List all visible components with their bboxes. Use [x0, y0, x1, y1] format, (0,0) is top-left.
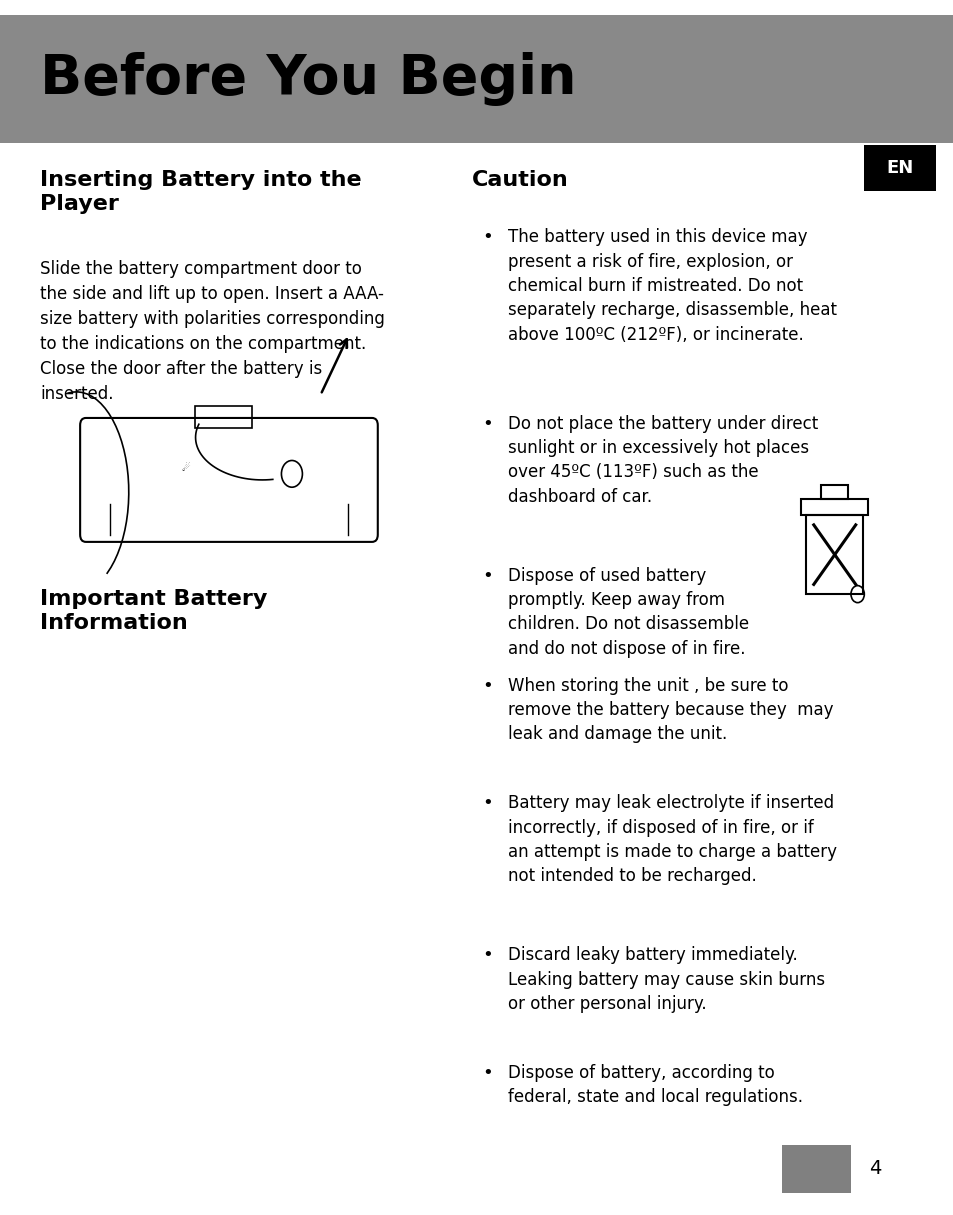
Bar	[821, 485, 847, 499]
Text: Dispose of battery, according to
federal, state and local regulations.: Dispose of battery, according to federal…	[508, 1064, 802, 1107]
Text: 4: 4	[868, 1159, 880, 1179]
Text: •: •	[481, 946, 492, 965]
Text: Discard leaky battery immediately.
Leaking battery may cause skin burns
or other: Discard leaky battery immediately. Leaki…	[508, 946, 824, 1013]
Text: Battery may leak electrolyte if inserted
incorrectly, if disposed of in fire, or: Battery may leak electrolyte if inserted…	[508, 795, 837, 886]
Text: •: •	[481, 566, 492, 584]
Bar	[781, 1145, 850, 1193]
Bar	[863, 145, 935, 191]
Bar	[805, 515, 862, 594]
Text: •: •	[481, 1064, 492, 1083]
Text: •: •	[481, 414, 492, 433]
Bar	[0, 15, 953, 143]
Bar	[194, 406, 252, 428]
Text: •: •	[481, 677, 492, 695]
Text: Caution: Caution	[472, 170, 568, 190]
Text: Slide the battery compartment door to
the side and lift up to open. Insert a AAA: Slide the battery compartment door to th…	[40, 260, 385, 403]
Text: Do not place the battery under direct
sunlight or in excessively hot places
over: Do not place the battery under direct su…	[508, 414, 818, 505]
Text: The battery used in this device may
present a risk of fire, explosion, or
chemic: The battery used in this device may pres…	[508, 228, 837, 344]
Text: When storing the unit , be sure to
remove the battery because they  may
leak and: When storing the unit , be sure to remov…	[508, 677, 833, 744]
Text: •: •	[481, 228, 492, 247]
Text: ☄: ☄	[181, 463, 191, 473]
FancyArrowPatch shape	[321, 339, 347, 392]
Text: Important Battery
Information: Important Battery Information	[40, 589, 267, 633]
Text: Dispose of used battery
promptly. Keep away from
children. Do not disassemble
an: Dispose of used battery promptly. Keep a…	[508, 566, 749, 657]
Text: EN: EN	[885, 159, 913, 176]
Text: Inserting Battery into the
Player: Inserting Battery into the Player	[40, 170, 361, 214]
Text: •: •	[481, 795, 492, 813]
Bar	[801, 499, 867, 515]
Text: Before You Begin: Before You Begin	[40, 52, 576, 106]
